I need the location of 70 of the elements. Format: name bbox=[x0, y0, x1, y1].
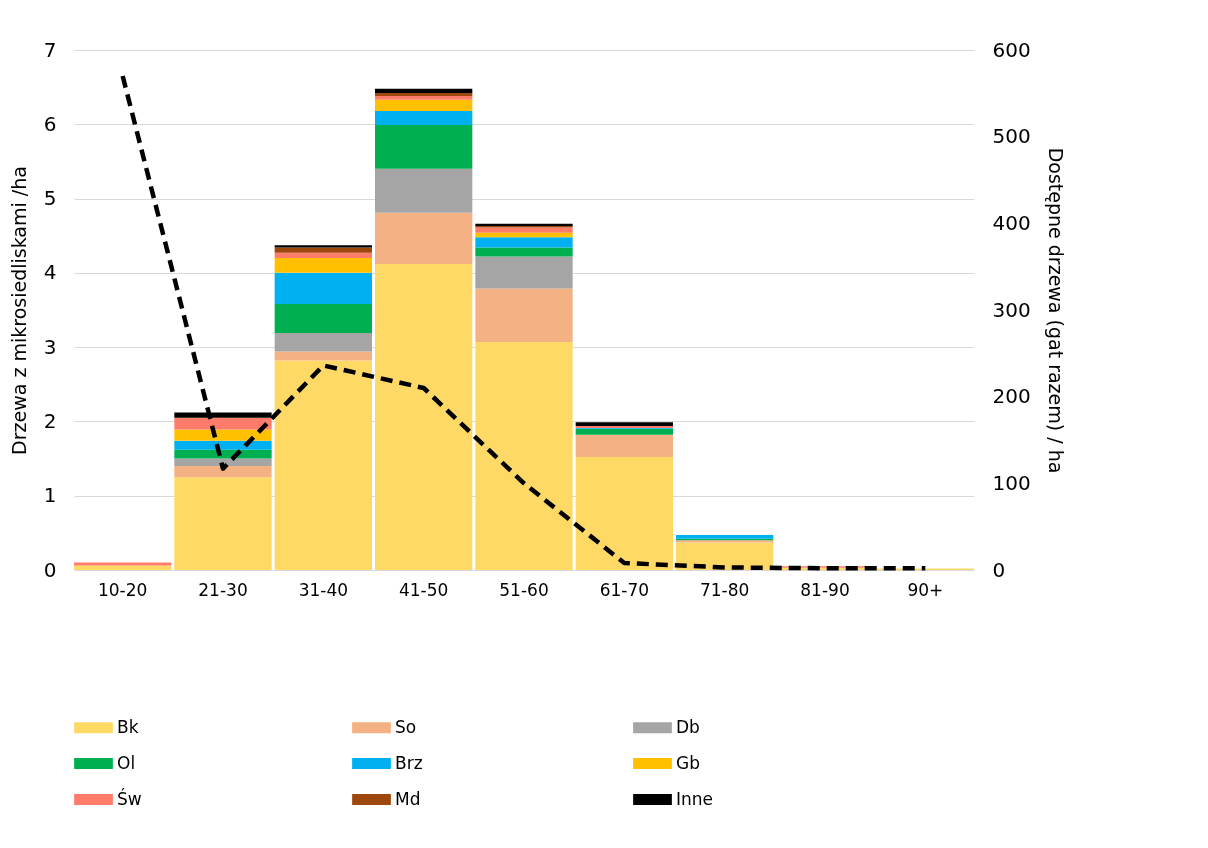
legend-label: Św bbox=[117, 787, 142, 809]
bar bbox=[375, 99, 473, 111]
x-tick-label: 61-70 bbox=[599, 579, 650, 600]
bar bbox=[475, 247, 573, 257]
y-tick-label: 4 bbox=[43, 260, 57, 285]
legend-label: Inne bbox=[676, 788, 714, 809]
bar bbox=[174, 449, 272, 459]
bar bbox=[174, 466, 272, 478]
bar bbox=[274, 258, 372, 273]
y2-tick-label: 500 bbox=[992, 124, 1031, 149]
bar bbox=[274, 247, 372, 253]
x-tick-label: 71-80 bbox=[699, 579, 750, 600]
y-tick-label: 3 bbox=[43, 334, 57, 359]
bar bbox=[174, 429, 272, 441]
bar bbox=[375, 110, 473, 126]
legend-label: Brz bbox=[395, 752, 423, 773]
bar bbox=[174, 477, 272, 570]
bar bbox=[174, 440, 272, 450]
y-tick-label: 0 bbox=[43, 557, 57, 582]
bar bbox=[475, 341, 573, 570]
legend-label: Ol bbox=[117, 752, 136, 773]
legend-label: Bk bbox=[117, 716, 139, 737]
x-tick-label: 31-40 bbox=[298, 579, 349, 600]
y2-tick-label: 600 bbox=[992, 37, 1031, 62]
x-tick-label: 90+ bbox=[907, 579, 944, 600]
y2-tick-label: 300 bbox=[992, 297, 1031, 322]
bar bbox=[375, 125, 473, 169]
bar bbox=[475, 237, 573, 248]
x-tick-label: 21-30 bbox=[198, 579, 248, 600]
y2-tick-label: 200 bbox=[992, 384, 1031, 409]
bar bbox=[74, 562, 172, 566]
y2-axis-title: Dostępne drzewa (gat razem) / ha bbox=[1044, 147, 1067, 474]
y2-tick-label: 0 bbox=[992, 557, 1006, 582]
legend-label: So bbox=[395, 716, 417, 737]
bar bbox=[375, 168, 473, 213]
y-tick-label: 7 bbox=[43, 37, 57, 62]
bar bbox=[274, 272, 372, 305]
legend-label: Md bbox=[395, 788, 421, 809]
bar bbox=[475, 227, 573, 233]
bar bbox=[475, 256, 573, 289]
bar bbox=[174, 458, 272, 466]
bar bbox=[274, 304, 372, 334]
line-series bbox=[120, 73, 928, 571]
bar bbox=[475, 288, 573, 342]
y2-tick-label: 100 bbox=[992, 470, 1031, 495]
bar bbox=[274, 245, 372, 248]
y-tick-label: 2 bbox=[43, 408, 57, 433]
bar bbox=[174, 412, 272, 418]
y-axis-title: Drzewa z mikrosiedliskami /ha bbox=[7, 166, 30, 455]
y-tick-label: 6 bbox=[43, 111, 57, 136]
x-tick-label: 41-50 bbox=[398, 579, 449, 600]
bar bbox=[575, 457, 673, 570]
bar bbox=[475, 232, 573, 238]
legend-label: Db bbox=[676, 716, 700, 737]
legend-label: Gb bbox=[676, 752, 700, 773]
y2-tick-label: 400 bbox=[992, 210, 1031, 235]
x-tick-label: 10-20 bbox=[97, 579, 148, 600]
x-tick-label: 51-60 bbox=[499, 579, 549, 600]
bar bbox=[575, 434, 673, 458]
bar bbox=[375, 263, 473, 570]
x-tick-label: 81-90 bbox=[800, 579, 850, 600]
bar bbox=[274, 252, 372, 258]
y-tick-label: 1 bbox=[43, 483, 57, 508]
bar bbox=[274, 333, 372, 352]
bar bbox=[575, 428, 673, 435]
bar bbox=[375, 212, 473, 264]
bar bbox=[174, 417, 272, 430]
y-tick-label: 5 bbox=[43, 186, 57, 211]
bar bbox=[274, 360, 372, 570]
bar bbox=[274, 351, 372, 361]
